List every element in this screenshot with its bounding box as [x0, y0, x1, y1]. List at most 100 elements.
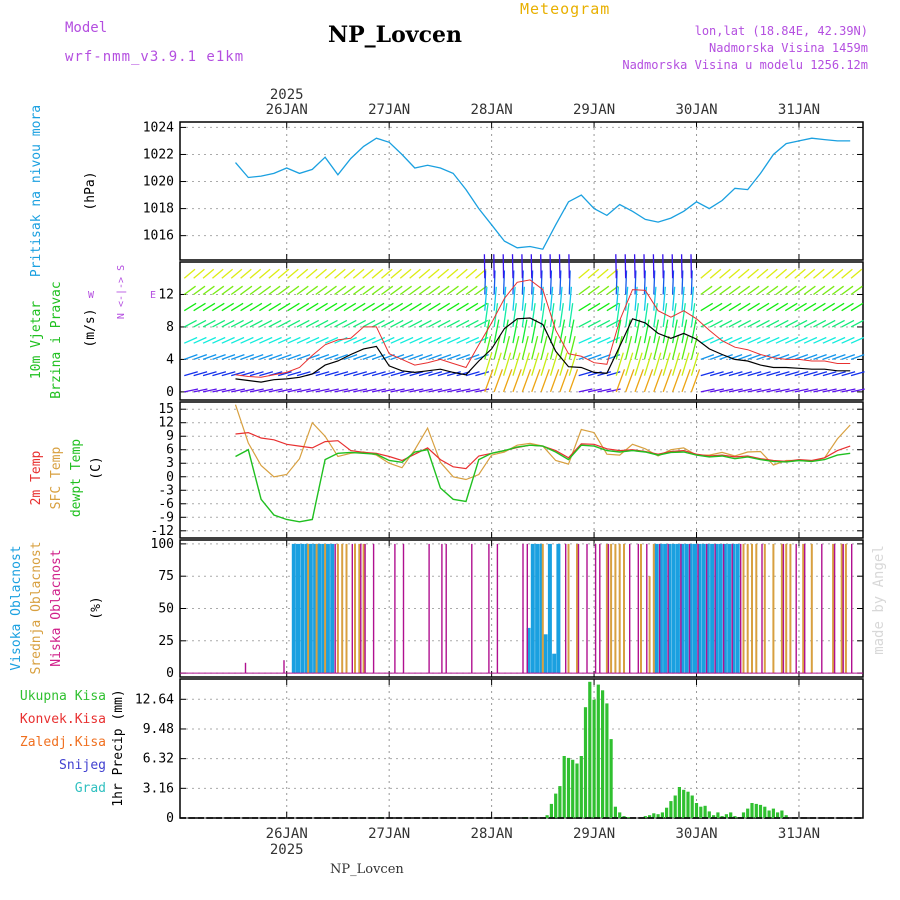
wind-arrow	[568, 335, 576, 360]
sfc-axis-label: SFC Temp	[49, 447, 64, 510]
wind-arrow	[671, 335, 680, 360]
precip-bar	[558, 786, 562, 818]
wind-arrow	[822, 302, 836, 312]
cloud-bar-2	[629, 543, 631, 674]
wind-arrow	[259, 353, 273, 361]
wind-arrow	[794, 371, 809, 377]
wind-arrow	[738, 336, 752, 344]
wind-arrow	[841, 371, 856, 377]
wind-arrow	[502, 335, 511, 360]
wind-axis-label-1: 10m Vjetar	[29, 301, 44, 379]
wind-arrow	[766, 268, 778, 279]
wind-arrow	[794, 319, 808, 328]
wind-arrow	[785, 336, 799, 344]
wind-arrow	[738, 371, 752, 377]
precip-bar	[660, 812, 664, 818]
wind-arrow	[334, 353, 348, 361]
wind-arrow	[766, 336, 780, 344]
cloud-bar-2	[782, 543, 785, 674]
wind-arrow	[831, 268, 844, 279]
wind-arrow	[296, 371, 311, 377]
wind-arrow	[597, 319, 611, 328]
wind-arrow	[371, 319, 385, 328]
wind-arrow	[841, 353, 856, 361]
cloud-bar-0	[321, 543, 326, 674]
wind-arrow	[512, 286, 516, 311]
wind-arrow	[671, 319, 678, 344]
model-label: Model	[65, 20, 108, 36]
cloud-bar-2	[804, 543, 806, 674]
wind-arrow	[315, 388, 330, 393]
wind-arrow	[775, 319, 789, 328]
wind-arrow	[221, 319, 235, 328]
y-tick-label: 0	[166, 666, 174, 681]
wind-arrow	[381, 319, 395, 328]
wind-arrow	[315, 302, 328, 312]
cloud-bar-2	[351, 543, 353, 674]
wind-arrow	[841, 336, 855, 344]
wind-arrow	[249, 336, 264, 344]
y-tick-label: 12	[158, 287, 174, 302]
wind-arrow	[540, 335, 548, 360]
wind-arrow	[230, 285, 243, 295]
wind-arrow	[287, 285, 300, 295]
wind-arrow	[738, 319, 752, 328]
wind-arrow	[399, 268, 412, 279]
y-tick-label: -9	[158, 510, 174, 525]
wind-arrow	[343, 388, 358, 393]
precip-bar	[771, 808, 775, 818]
precip-bar	[583, 707, 588, 818]
altitude-text: Nadmorska Visina 1459m	[709, 41, 868, 55]
wind-arrow	[428, 268, 440, 279]
wind-arrow	[343, 302, 357, 312]
cloud-bar-2	[586, 543, 588, 674]
dewpt-axis-label: dewpt Temp	[69, 439, 84, 517]
wind-arrow	[785, 353, 799, 361]
precip-bar	[622, 816, 626, 818]
wind-arrow	[634, 369, 644, 393]
cloud-bar-0	[710, 543, 715, 674]
wind-arrow	[709, 302, 723, 312]
wind-arrow	[212, 371, 227, 377]
x-label-bottom-28JAN: 28JAN	[471, 826, 513, 842]
wind-arrow	[841, 285, 854, 295]
wind-arrow	[446, 336, 461, 344]
x-label-bottom-30JAN: 30JAN	[675, 826, 717, 842]
wind-arrow	[202, 302, 216, 312]
wind-arrows	[183, 254, 865, 393]
wind-arrow	[184, 353, 198, 361]
wind-arrow	[587, 285, 600, 295]
wind-arrow	[728, 388, 743, 393]
wind-arrow	[803, 388, 818, 393]
wind-arrow	[502, 270, 506, 295]
wind-arrow	[643, 369, 654, 393]
wind-arrow	[615, 303, 621, 328]
wind-arrow	[794, 388, 809, 393]
wind-arrow	[306, 388, 321, 393]
wind-arrow	[597, 302, 610, 312]
wind-arrow	[343, 319, 357, 328]
wind-arrow	[653, 369, 663, 393]
cloud-bar-1	[576, 543, 578, 674]
wind-arrow	[578, 268, 590, 279]
cloud-bar-1	[541, 543, 544, 674]
cloud-bar-1	[840, 543, 843, 674]
wind-arrow	[493, 286, 497, 311]
wind-arrow	[465, 353, 480, 361]
wind-arrow	[634, 270, 637, 295]
cloud-bar-2	[526, 543, 528, 674]
wind-axis-label-2: Brzina i Pravac	[49, 281, 64, 398]
y-tick-label: 1022	[143, 147, 174, 162]
pressure-unit-label: (hPa)	[83, 171, 98, 210]
wind-arrow	[832, 371, 846, 377]
wind-arrow	[428, 388, 443, 393]
precip-bar	[609, 739, 613, 818]
wind-arrow	[277, 302, 291, 312]
y-tick-label: -6	[158, 497, 174, 512]
cloud-bar-0	[680, 543, 685, 674]
wind-arrow	[756, 371, 771, 377]
wind-arrow	[512, 335, 520, 360]
wind-arrow	[465, 268, 478, 279]
wind-arrow	[493, 319, 500, 344]
wind-arrow	[832, 336, 846, 344]
